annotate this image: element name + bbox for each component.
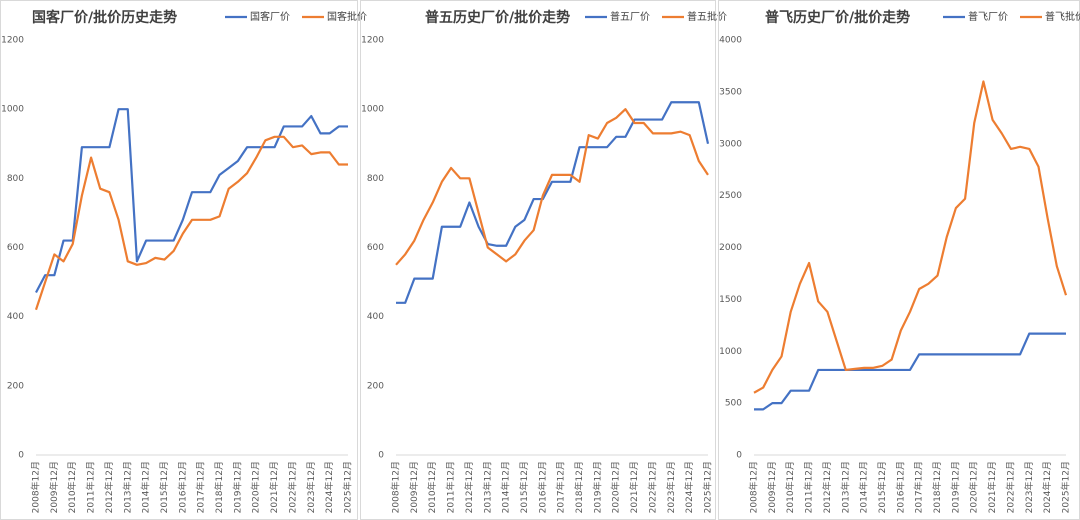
x-tick-label: 2025年12月 — [342, 461, 354, 513]
x-tick-label: 2018年12月 — [931, 461, 943, 513]
series-line — [754, 332, 1066, 411]
x-tick-label: 2012年12月 — [463, 461, 475, 513]
series-line — [395, 108, 709, 266]
y-tick-label: 1000 — [719, 347, 742, 357]
x-tick-label: 2014年12月 — [500, 461, 512, 513]
y-tick-label: 600 — [367, 243, 384, 253]
x-tick-label: 2009年12月 — [408, 461, 420, 513]
x-tick-label: 2011年12月 — [445, 461, 457, 513]
legend-label: 普五批价 — [687, 10, 727, 23]
x-tick-label: 2020年12月 — [968, 461, 980, 513]
x-tick-label: 2018年12月 — [213, 461, 225, 513]
y-tick-label: 1000 — [1, 105, 24, 115]
y-tick-label: 0 — [736, 451, 742, 461]
x-tick-label: 2021年12月 — [268, 461, 280, 513]
y-tick-label: 400 — [7, 312, 24, 322]
y-tick-label: 0 — [18, 451, 24, 461]
x-tick-label: 2008年12月 — [390, 461, 402, 513]
x-tick-label: 2017年12月 — [195, 461, 207, 513]
x-tick-label: 2015年12月 — [158, 461, 170, 513]
chart-panel: 国客厂价/批价历史走势 0 200 400 600 800 1000 1200 2008年12月… — [0, 0, 367, 520]
x-tick-label: 2008年12月 — [748, 461, 760, 513]
y-tick-label: 3500 — [719, 87, 742, 97]
y-tick-label: 4000 — [719, 36, 742, 46]
chart-panel: 普飞历史厂价/批价走势 0 500 1000 1500 2000 2500 3000 3500 4… — [718, 0, 1080, 520]
y-tick-label: 3000 — [719, 139, 742, 149]
series-line — [396, 101, 710, 304]
x-tick-label: 2010年12月 — [784, 461, 796, 513]
x-tick-label: 2009年12月 — [766, 461, 778, 513]
x-tick-label: 2022年12月 — [286, 461, 298, 513]
y-tick-label: 1200 — [361, 36, 384, 46]
series-line — [753, 80, 1068, 394]
legend-label: 普飞厂价 — [968, 10, 1008, 23]
y-tick-label: 500 — [725, 399, 742, 409]
y-tick-label: 1500 — [719, 295, 742, 305]
x-tick-label: 2022年12月 — [1004, 461, 1016, 513]
x-tick-label: 2019年12月 — [591, 461, 603, 513]
series-line — [35, 108, 348, 293]
x-tick-label: 2023年12月 — [1023, 461, 1035, 513]
chart-title: 国客厂价/批价历史走势 — [32, 9, 177, 26]
x-tick-label: 2014年12月 — [140, 461, 152, 513]
x-tick-label: 2008年12月 — [30, 461, 42, 513]
chart-panel: 普五历史厂价/批价走势 0 200 400 600 800 1000 1200 2008年12月… — [360, 0, 727, 520]
x-tick-label: 2010年12月 — [66, 461, 78, 513]
x-tick-label: 2014年12月 — [858, 461, 870, 513]
y-tick-label: 400 — [367, 312, 384, 322]
x-tick-label: 2025年12月 — [1060, 461, 1072, 513]
x-tick-label: 2023年12月 — [305, 461, 317, 513]
legend-label: 国客厂价 — [250, 10, 290, 23]
y-tick-label: 2000 — [719, 243, 742, 253]
x-tick-label: 2019年12月 — [231, 461, 243, 513]
y-tick-label: 800 — [7, 174, 24, 184]
y-tick-label: 1000 — [361, 105, 384, 115]
x-tick-label: 2011年12月 — [85, 461, 97, 513]
x-tick-label: 2017年12月 — [913, 461, 925, 513]
x-tick-label: 2012年12月 — [103, 461, 115, 513]
x-tick-label: 2013年12月 — [481, 461, 493, 513]
panel-border — [360, 0, 716, 520]
y-tick-label: 2500 — [719, 191, 742, 201]
y-tick-label: 0 — [378, 451, 384, 461]
x-tick-label: 2009年12月 — [48, 461, 60, 513]
y-tick-label: 800 — [367, 174, 384, 184]
x-tick-label: 2021年12月 — [986, 461, 998, 513]
y-tick-label: 600 — [7, 243, 24, 253]
x-tick-label: 2024年12月 — [323, 461, 335, 513]
y-tick-label: 200 — [367, 381, 384, 391]
x-tick-label: 2020年12月 — [250, 461, 262, 513]
x-tick-label: 2013年12月 — [839, 461, 851, 513]
x-tick-label: 2024年12月 — [1041, 461, 1053, 513]
x-tick-label: 2012年12月 — [821, 461, 833, 513]
x-tick-label: 2024年12月 — [683, 461, 695, 513]
series-line — [34, 135, 348, 311]
y-tick-label: 200 — [7, 381, 24, 391]
x-tick-label: 2023年12月 — [665, 461, 677, 513]
x-tick-label: 2021年12月 — [628, 461, 640, 513]
x-tick-label: 2020年12月 — [610, 461, 622, 513]
x-tick-label: 2022年12月 — [646, 461, 658, 513]
x-tick-label: 2019年12月 — [949, 461, 961, 513]
y-tick-label: 1200 — [1, 36, 24, 46]
x-tick-label: 2013年12月 — [121, 461, 133, 513]
chart-title: 普飞历史厂价/批价走势 — [765, 9, 910, 26]
x-tick-label: 2018年12月 — [573, 461, 585, 513]
x-tick-label: 2016年12月 — [176, 461, 188, 513]
x-tick-label: 2017年12月 — [555, 461, 567, 513]
legend-label: 普飞批价 — [1045, 10, 1080, 23]
x-tick-label: 2015年12月 — [876, 461, 888, 513]
x-tick-label: 2010年12月 — [426, 461, 438, 513]
panel-border — [0, 0, 358, 520]
x-tick-label: 2016年12月 — [894, 461, 906, 513]
x-tick-label: 2015年12月 — [518, 461, 530, 513]
x-tick-label: 2025年12月 — [702, 461, 714, 513]
x-tick-label: 2016年12月 — [536, 461, 548, 513]
legend-label: 普五厂价 — [610, 10, 650, 23]
panel-border — [718, 0, 1080, 520]
x-tick-label: 2011年12月 — [803, 461, 815, 513]
chart-title: 普五历史厂价/批价走势 — [425, 9, 570, 26]
legend-label: 国客批价 — [327, 10, 367, 23]
